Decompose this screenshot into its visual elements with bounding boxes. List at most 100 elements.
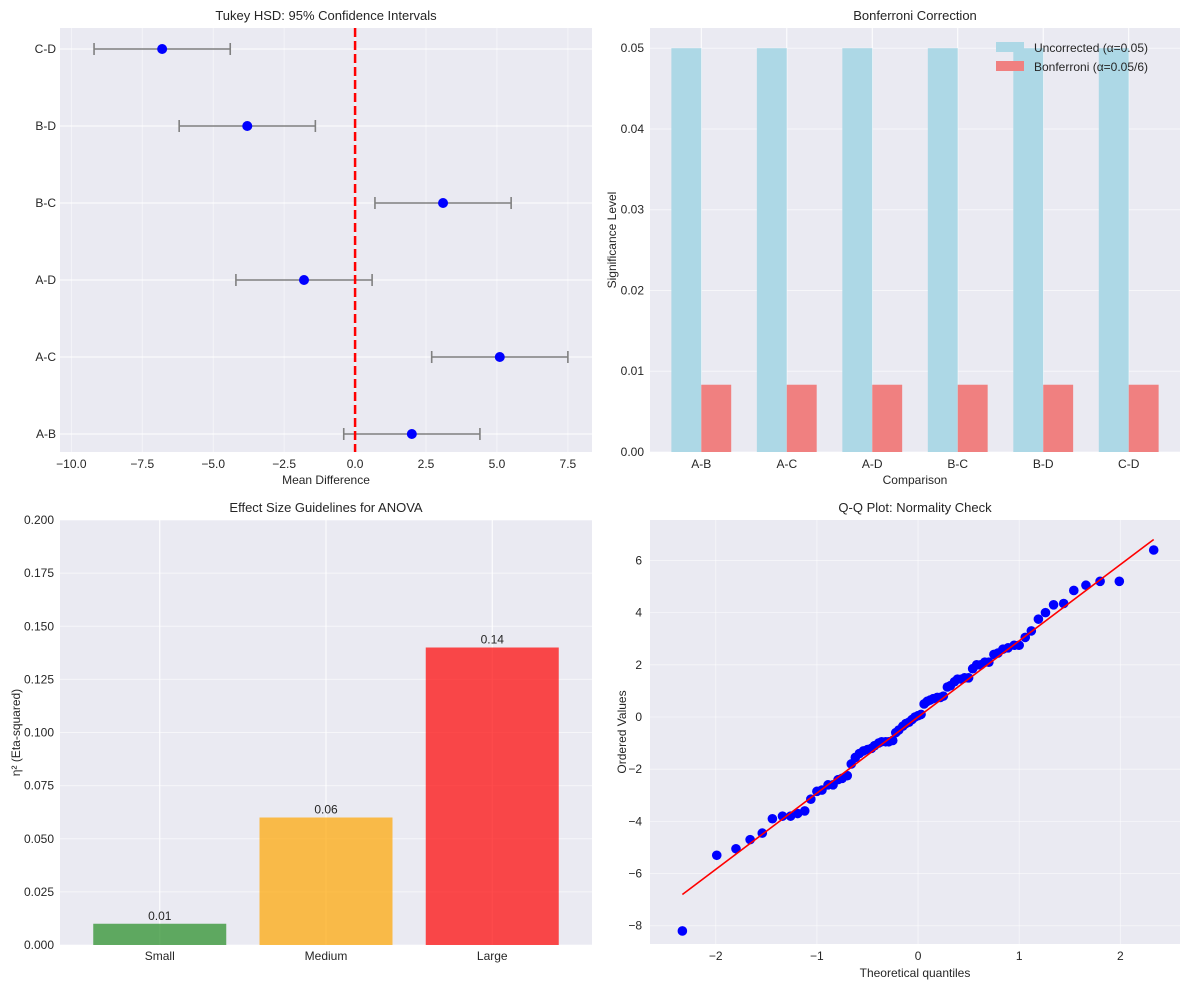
qq-point [777, 811, 788, 821]
y-tick-label: A-D [35, 273, 56, 287]
data-label: 0.01 [148, 909, 172, 923]
plot-area [60, 28, 592, 452]
mean-point-A-C [494, 352, 505, 362]
y-axis-label: Significance Level [605, 192, 619, 289]
x-tick-label: −7.5 [130, 457, 154, 471]
x-tick-label: 0.0 [347, 457, 364, 471]
x-axis-label: Theoretical quantiles [860, 966, 971, 980]
y-tick-label: 0.125 [24, 672, 54, 686]
chart-title: Tukey HSD: 95% Confidence Intervals [215, 8, 437, 23]
bar-bonferroni-A-D [872, 384, 903, 452]
x-tick-label: 2.5 [418, 457, 435, 471]
x-tick-label: B-D [1033, 457, 1054, 471]
legend-swatch [996, 61, 1024, 71]
qq-point [1048, 600, 1059, 610]
x-tick-label: 5.0 [489, 457, 506, 471]
y-tick-label: B-C [35, 196, 56, 210]
qq-point [1040, 607, 1051, 618]
y-tick-label: 0.175 [24, 566, 54, 580]
qq-point [1114, 576, 1125, 587]
mean-point-B-C [438, 198, 449, 208]
y-tick-label: −8 [628, 919, 642, 933]
y-tick-label: 0.050 [24, 832, 54, 846]
qq-point [842, 770, 853, 781]
y-tick-label: 0.200 [24, 513, 54, 527]
chart-title: Q-Q Plot: Normality Check [838, 500, 992, 515]
x-tick-label: B-C [947, 457, 968, 471]
qq-point [938, 691, 949, 701]
bar-large [425, 647, 559, 945]
y-tick-label: 0.05 [621, 41, 645, 55]
x-tick-label: Medium [305, 949, 348, 963]
bar-uncorrected-B-C [927, 48, 958, 452]
mean-point-A-D [299, 275, 310, 285]
y-tick-label: −4 [628, 814, 642, 828]
legend-label: Bonferroni (α=0.05/6) [1034, 60, 1148, 74]
x-axis-label: Comparison [883, 473, 948, 487]
y-tick-label: 0.100 [24, 726, 54, 740]
y-tick-label: B-D [35, 119, 56, 133]
y-tick-label: 0.075 [24, 779, 54, 793]
data-label: 0.14 [481, 633, 505, 647]
mean-point-A-B [406, 429, 417, 439]
bar-uncorrected-A-B [671, 48, 702, 452]
legend-swatch [996, 42, 1024, 52]
plot-area [650, 28, 1180, 452]
qq-point [1014, 640, 1024, 651]
y-tick-label: 0.00 [621, 445, 645, 459]
x-tick-label: A-C [776, 457, 797, 471]
x-tick-label: −5.0 [201, 457, 225, 471]
x-tick-label: 0 [915, 949, 922, 963]
x-axis-label: Mean Difference [282, 473, 370, 487]
fit-line [681, 538, 1155, 896]
y-tick-label: 4 [635, 606, 642, 620]
qq-point [711, 850, 722, 861]
y-tick-label: 0.000 [24, 938, 54, 952]
y-tick-label: 6 [635, 553, 642, 567]
y-tick-label: C-D [35, 42, 57, 56]
x-tick-label: A-D [862, 457, 883, 471]
qq-point [731, 843, 741, 854]
x-tick-label: Small [145, 949, 175, 963]
x-tick-label: −1 [810, 949, 824, 963]
y-tick-label: 0.150 [24, 619, 54, 633]
mean-point-C-D [157, 44, 168, 54]
y-tick-label: 0.02 [621, 283, 645, 297]
bar-uncorrected-A-C [756, 48, 787, 452]
bar-uncorrected-A-D [842, 48, 873, 452]
y-tick-label: A-C [35, 350, 56, 364]
tukey-chart: −10.0 −7.5 −5.0 −2.5 0.0 2.5 5.0 7.5 A-B A-C A-D B-… [35, 8, 592, 487]
qq-point [677, 926, 688, 936]
bar-medium [259, 817, 393, 945]
qq-point [1068, 585, 1079, 596]
bonferroni-chart: 0.00 0.01 0.02 0.03 0.04 0.05 A-B A-C A-D B-C B-D C… [605, 8, 1180, 487]
qq-point [799, 806, 810, 816]
y-tick-label: 2 [635, 658, 642, 672]
chart-title: Effect Size Guidelines for ANOVA [229, 500, 422, 515]
x-tick-label: Large [477, 949, 508, 963]
y-axis-label: Ordered Values [615, 690, 629, 773]
y-tick-label: −6 [628, 867, 642, 881]
y-tick-label: 0.025 [24, 885, 54, 899]
x-tick-label: 2 [1117, 949, 1124, 963]
bar-uncorrected-B-D [1013, 48, 1044, 452]
y-tick-label: 0.04 [621, 122, 645, 136]
y-tick-label: A-B [36, 427, 56, 441]
y-tick-label: 0.01 [621, 364, 645, 378]
bar-bonferroni-A-B [701, 384, 732, 452]
bar-bonferroni-B-D [1043, 384, 1074, 452]
y-tick-label: 0 [635, 710, 642, 724]
bar-small [93, 923, 227, 945]
qq-point [1081, 580, 1091, 591]
y-axis-label: η² (Eta-squared) [9, 689, 23, 776]
qq-plot-chart: −2 −1 0 1 2 −8 −6 −4 −2 0 2 4 6 Q-Q Plot: Normality C… [615, 500, 1180, 980]
legend-label: Uncorrected (α=0.05) [1034, 41, 1148, 55]
data-label: 0.06 [314, 803, 338, 817]
x-tick-label: −2.5 [272, 457, 296, 471]
x-tick-label: 7.5 [560, 457, 577, 471]
x-tick-label: −2 [709, 949, 723, 963]
legend: Uncorrected (α=0.05) Bonferroni (α=0.05/6… [996, 41, 1148, 74]
bar-bonferroni-A-C [786, 384, 817, 452]
x-tick-label: C-D [1118, 457, 1140, 471]
qq-point [1033, 614, 1044, 624]
